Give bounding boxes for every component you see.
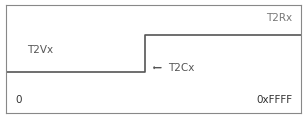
Text: 0xFFFF: 0xFFFF <box>256 95 292 105</box>
Text: 0: 0 <box>15 95 21 105</box>
Text: T2Cx: T2Cx <box>168 63 195 73</box>
Text: T2Vx: T2Vx <box>27 45 53 55</box>
Text: T2Rx: T2Rx <box>266 13 292 23</box>
